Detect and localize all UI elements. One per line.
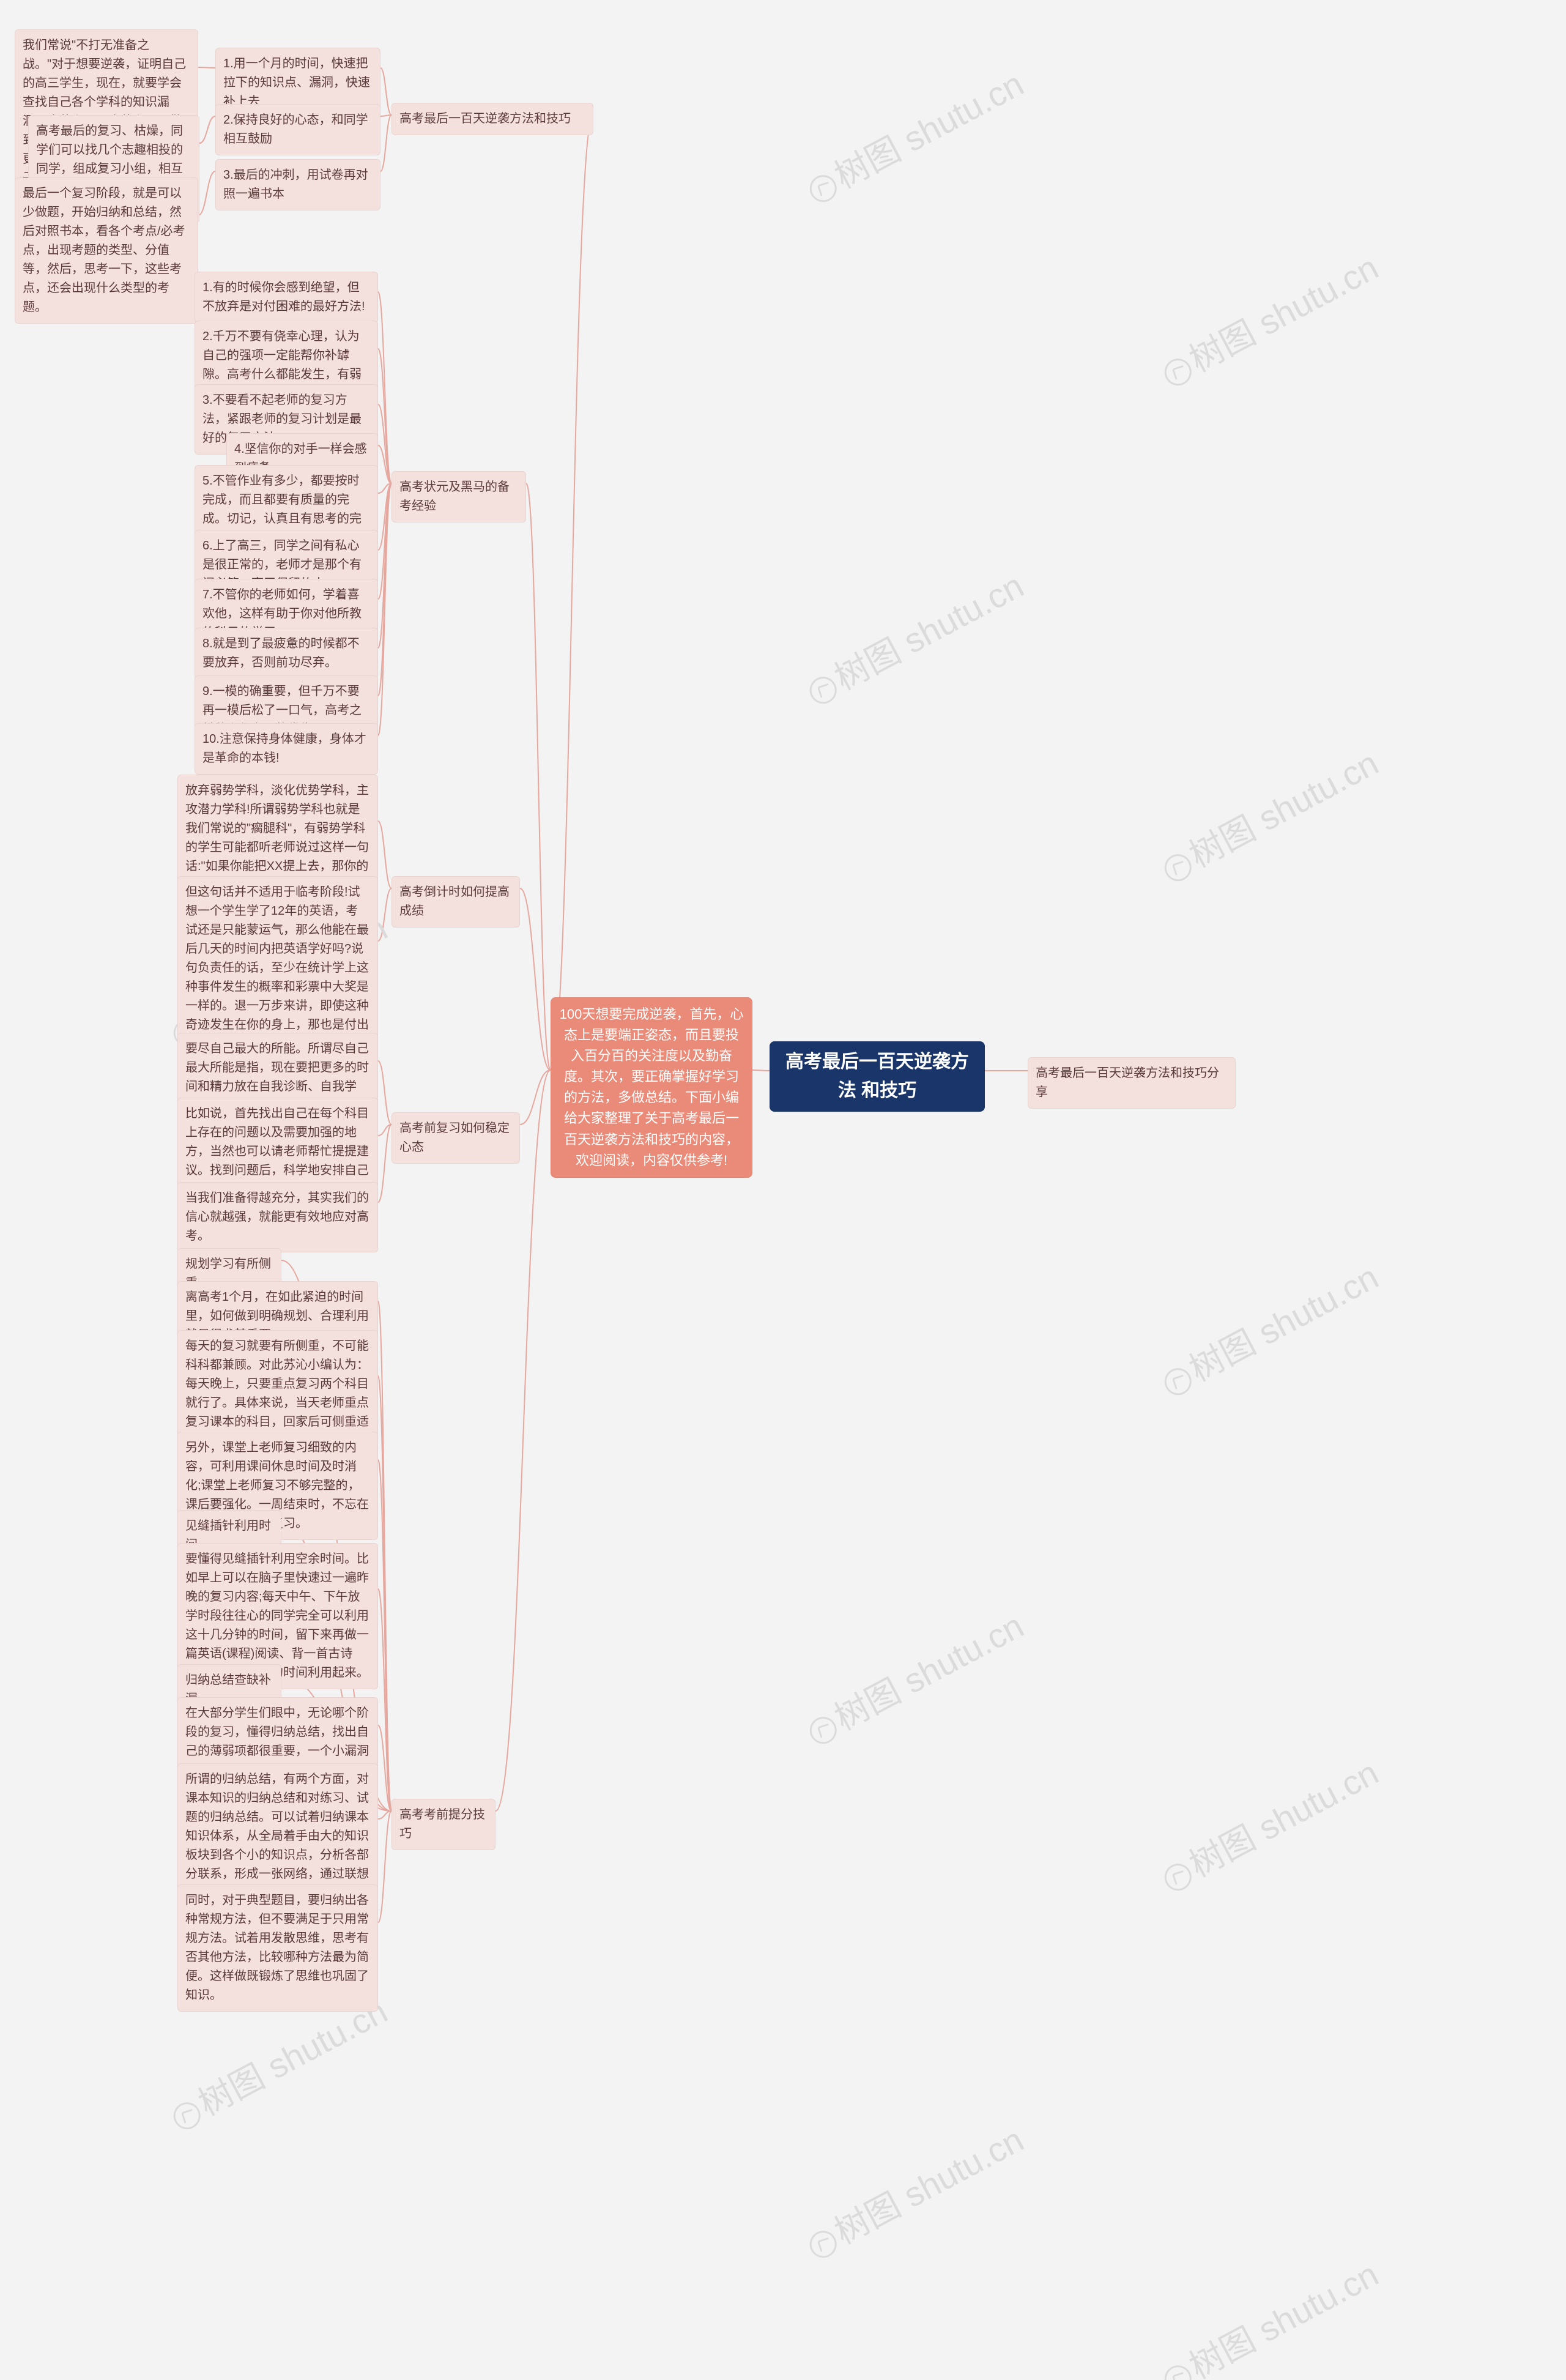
mindmap-node-b1l3[interactable]: 最后一个复习阶段，就是可以少做题，开始归纳和总结，然后对照书本，看各个考点/必考… [15, 177, 198, 324]
mindmap-edge [378, 1061, 392, 1125]
watermark: 树图 shutu.cn [1152, 240, 1386, 396]
mindmap-edge [495, 1070, 551, 1811]
mindmap-edge [378, 1125, 392, 1202]
mindmap-edge [520, 1070, 551, 1125]
mindmap-edge [378, 483, 392, 735]
watermark: 树图 shutu.cn [1152, 736, 1386, 891]
mindmap-edge [198, 67, 215, 68]
watermark: 树图 shutu.cn [1152, 1250, 1386, 1405]
mindmap-node-b2[interactable]: 高考状元及黑马的备考经验 [392, 471, 526, 522]
mindmap-edge [378, 1376, 392, 1811]
mindmap-edge [378, 1125, 392, 1136]
watermark: 树图 shutu.cn [798, 1599, 1031, 1754]
mindmap-node-b4[interactable]: 高考前复习如何稳定心态 [392, 1112, 520, 1164]
mindmap-edge [378, 483, 392, 599]
mindmap-edge [380, 115, 392, 116]
mindmap-edge [378, 292, 392, 483]
mindmap-node-intro[interactable]: 100天想要完成逆袭，首先，心态上是要端正姿态，而且要投入百分百的关注度以及勤奋… [551, 997, 752, 1178]
mindmap-edge [380, 115, 392, 171]
mindmap-node-b5n10[interactable]: 同时，对于典型题目，要归纳出各种常规方法，但不要满足于只用常规方法。试着用发散思… [177, 1884, 378, 2012]
mindmap-edge [378, 404, 392, 483]
mindmap-edge [378, 888, 392, 941]
mindmap-edge [378, 1460, 392, 1811]
mindmap-node-b2n10[interactable]: 10.注意保持身体健康，身体才是革命的本钱! [195, 723, 378, 775]
mindmap-edge [198, 171, 215, 215]
mindmap-node-b1[interactable]: 高考最后一百天逆袭方法和技巧 [392, 103, 593, 135]
mindmap-edge [378, 1725, 392, 1811]
watermark: 树图 shutu.cn [798, 57, 1031, 212]
mindmap-edge [378, 1811, 392, 1819]
watermark: 树图 shutu.cn [1152, 2247, 1386, 2380]
mindmap-edge [378, 1811, 392, 1922]
watermark: 树图 shutu.cn [1152, 1746, 1386, 1901]
mindmap-edge [199, 116, 215, 143]
mindmap-edge [380, 68, 392, 115]
mindmap-edge [378, 349, 392, 483]
watermark: 树图 shutu.cn [798, 2113, 1031, 2268]
watermark: 树图 shutu.cn [798, 559, 1031, 714]
mindmap-node-b2n8[interactable]: 8.就是到了最疲惫的时候都不要放弃，否则前功尽弃。 [195, 628, 378, 679]
mindmap-node-root[interactable]: 高考最后一百天逆袭方法 和技巧 [770, 1041, 985, 1112]
mindmap-edge [378, 1301, 392, 1811]
mindmap-edge [520, 888, 551, 1070]
mindmap-edge [378, 1589, 392, 1811]
mindmap-node-b3[interactable]: 高考倒计时如何提高成绩 [392, 876, 520, 928]
mindmap-node-b1n3[interactable]: 3.最后的冲刺，用试卷再对照一遍书本 [215, 159, 380, 210]
mindmap-edge [551, 115, 593, 1070]
mindmap-edge [752, 1070, 770, 1071]
mindmap-edge [378, 483, 392, 696]
mindmap-edge [378, 483, 392, 493]
mindmap-node-b5[interactable]: 高考考前提分技巧 [392, 1799, 495, 1850]
mindmap-node-right[interactable]: 高考最后一百天逆袭方法和技巧分享 [1028, 1057, 1236, 1109]
mindmap-node-b2n1[interactable]: 1.有的时候你会感到绝望，但不放弃是对付困难的最好方法! [195, 272, 378, 323]
mindmap-node-b4n3[interactable]: 当我们准备得越充分，其实我们的信心就越强，就能更有效地应对高考。 [177, 1182, 378, 1252]
mindmap-edge [378, 483, 392, 550]
mindmap-edge [526, 483, 551, 1070]
mindmap-node-b1n2[interactable]: 2.保持良好的心态，和同学相互鼓励 [215, 104, 380, 155]
mindmap-edge [378, 821, 392, 888]
mindmap-edge [378, 483, 392, 648]
mindmap-edge [378, 445, 392, 483]
